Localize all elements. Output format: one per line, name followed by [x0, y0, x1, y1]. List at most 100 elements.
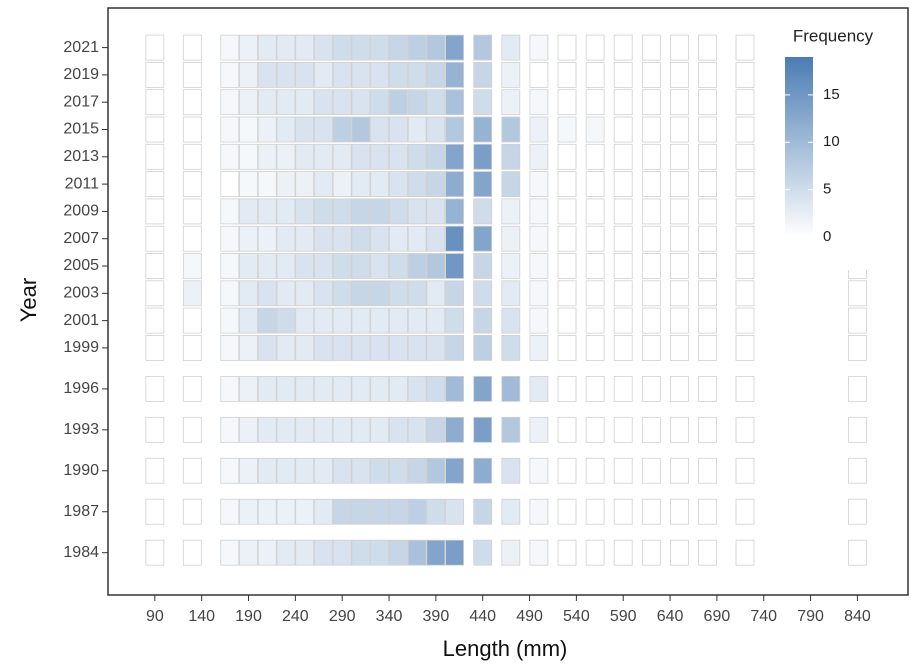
- x-tick-label: 540: [563, 608, 590, 625]
- heatmap-cell: [239, 539, 258, 566]
- heatmap-cell: [370, 198, 390, 225]
- heatmap-cell: [407, 198, 427, 225]
- heatmap-cell: [670, 416, 689, 443]
- heatmap-cell: [314, 34, 333, 61]
- heatmap-cell: [698, 253, 717, 279]
- heatmap-cell: [445, 335, 465, 361]
- heatmap-cell: [145, 143, 165, 170]
- heatmap-cell: [641, 171, 661, 198]
- heatmap-cell: [276, 280, 296, 307]
- y-axis-label: Year: [16, 278, 41, 322]
- heatmap-cell: [145, 225, 165, 252]
- x-tick-label: 290: [329, 608, 356, 625]
- heatmap-cell: [426, 307, 446, 334]
- panel-border: [107, 7, 909, 596]
- heatmap-cell: [295, 198, 315, 225]
- heatmap-cell: [220, 253, 240, 279]
- y-tick-label: 2007: [63, 230, 99, 247]
- heatmap-cell: [529, 198, 549, 225]
- heatmap-cell: [501, 171, 521, 198]
- heatmap-cell: [295, 225, 315, 252]
- heatmap-cell: [370, 89, 390, 116]
- heatmap-cell: [276, 416, 296, 443]
- heatmap-cell: [670, 539, 689, 566]
- heatmap-cell: [257, 416, 277, 443]
- heatmap-cell: [613, 34, 633, 61]
- heatmap-cell: [426, 34, 446, 61]
- heatmap-cell: [473, 116, 493, 143]
- heatmap-cell: [426, 116, 446, 143]
- heatmap-cell: [314, 307, 333, 334]
- heatmap-cell: [220, 143, 240, 170]
- heatmap-cell: [295, 253, 315, 279]
- x-tick-label: 240: [282, 608, 309, 625]
- heatmap-cell: [220, 335, 240, 361]
- heatmap-cell: [295, 116, 315, 143]
- heatmap-cell: [257, 143, 277, 170]
- x-tick-label: 140: [188, 608, 215, 625]
- heatmap-cell: [351, 539, 371, 566]
- heatmap-cell: [351, 34, 371, 61]
- heatmap-cell: [220, 171, 240, 198]
- heatmap-cell: [388, 375, 408, 402]
- heatmap-cell: [351, 225, 371, 252]
- heatmap-cell: [276, 335, 296, 361]
- heatmap-cell: [501, 89, 521, 116]
- heatmap-cell: [332, 61, 352, 88]
- heatmap-cell: [473, 416, 493, 443]
- heatmap-cell: [585, 307, 605, 334]
- heatmap-cell: [613, 61, 633, 88]
- heatmap-cell: [332, 198, 352, 225]
- heatmap-cell: [426, 171, 446, 198]
- heatmap-cell: [426, 143, 446, 170]
- heatmap-cell: [473, 307, 493, 334]
- heatmap-cell: [257, 498, 277, 525]
- heatmap-cell: [445, 34, 465, 61]
- y-tick-label: 1990: [63, 462, 99, 479]
- heatmap-cell: [501, 116, 521, 143]
- heatmap-cell: [276, 61, 296, 88]
- heatmap-cell: [145, 116, 165, 143]
- heatmap-cell: [426, 498, 446, 525]
- heatmap-cell: [257, 89, 277, 116]
- heatmap-cell: [276, 171, 296, 198]
- heatmap-cell: [501, 225, 521, 252]
- x-tick-label: 490: [516, 608, 543, 625]
- colorbar: [785, 57, 813, 237]
- heatmap-cell: [426, 198, 446, 225]
- heatmap-cell: [445, 280, 465, 307]
- heatmap-cell: [529, 335, 549, 361]
- heatmap-cell: [670, 375, 689, 402]
- heatmap-cell: [295, 61, 315, 88]
- heatmap-cell: [445, 457, 465, 484]
- heatmap-cell: [613, 171, 633, 198]
- heatmap-cell: [182, 539, 202, 566]
- heatmap-cell: [182, 253, 202, 279]
- heatmap-cell: [613, 498, 633, 525]
- heatmap-cell: [407, 143, 427, 170]
- heatmap-cell: [351, 307, 371, 334]
- heatmap-cell: [239, 171, 258, 198]
- heatmap-cell: [848, 280, 867, 307]
- heatmap-cell: [351, 416, 371, 443]
- heatmap-cell: [239, 253, 258, 279]
- heatmap-cell: [698, 34, 717, 61]
- y-tick-label: 2021: [63, 39, 99, 56]
- heatmap-cell: [848, 539, 867, 566]
- heatmap-cell: [332, 335, 352, 361]
- heatmap-cell: [698, 116, 717, 143]
- heatmap-cell: [557, 375, 577, 402]
- heatmap-cell: [473, 280, 493, 307]
- heatmap-cell: [557, 171, 577, 198]
- heatmap-cell: [670, 457, 689, 484]
- heatmap-cell: [314, 498, 333, 525]
- heatmap-cell: [641, 116, 661, 143]
- heatmap-cell: [370, 335, 390, 361]
- x-tick-label: 190: [235, 608, 262, 625]
- heatmap-cell: [220, 34, 240, 61]
- heatmap-cell: [473, 171, 493, 198]
- heatmap-cell: [182, 416, 202, 443]
- heatmap-cell: [735, 375, 755, 402]
- heatmap-cell: [473, 198, 493, 225]
- heatmap-cell: [351, 375, 371, 402]
